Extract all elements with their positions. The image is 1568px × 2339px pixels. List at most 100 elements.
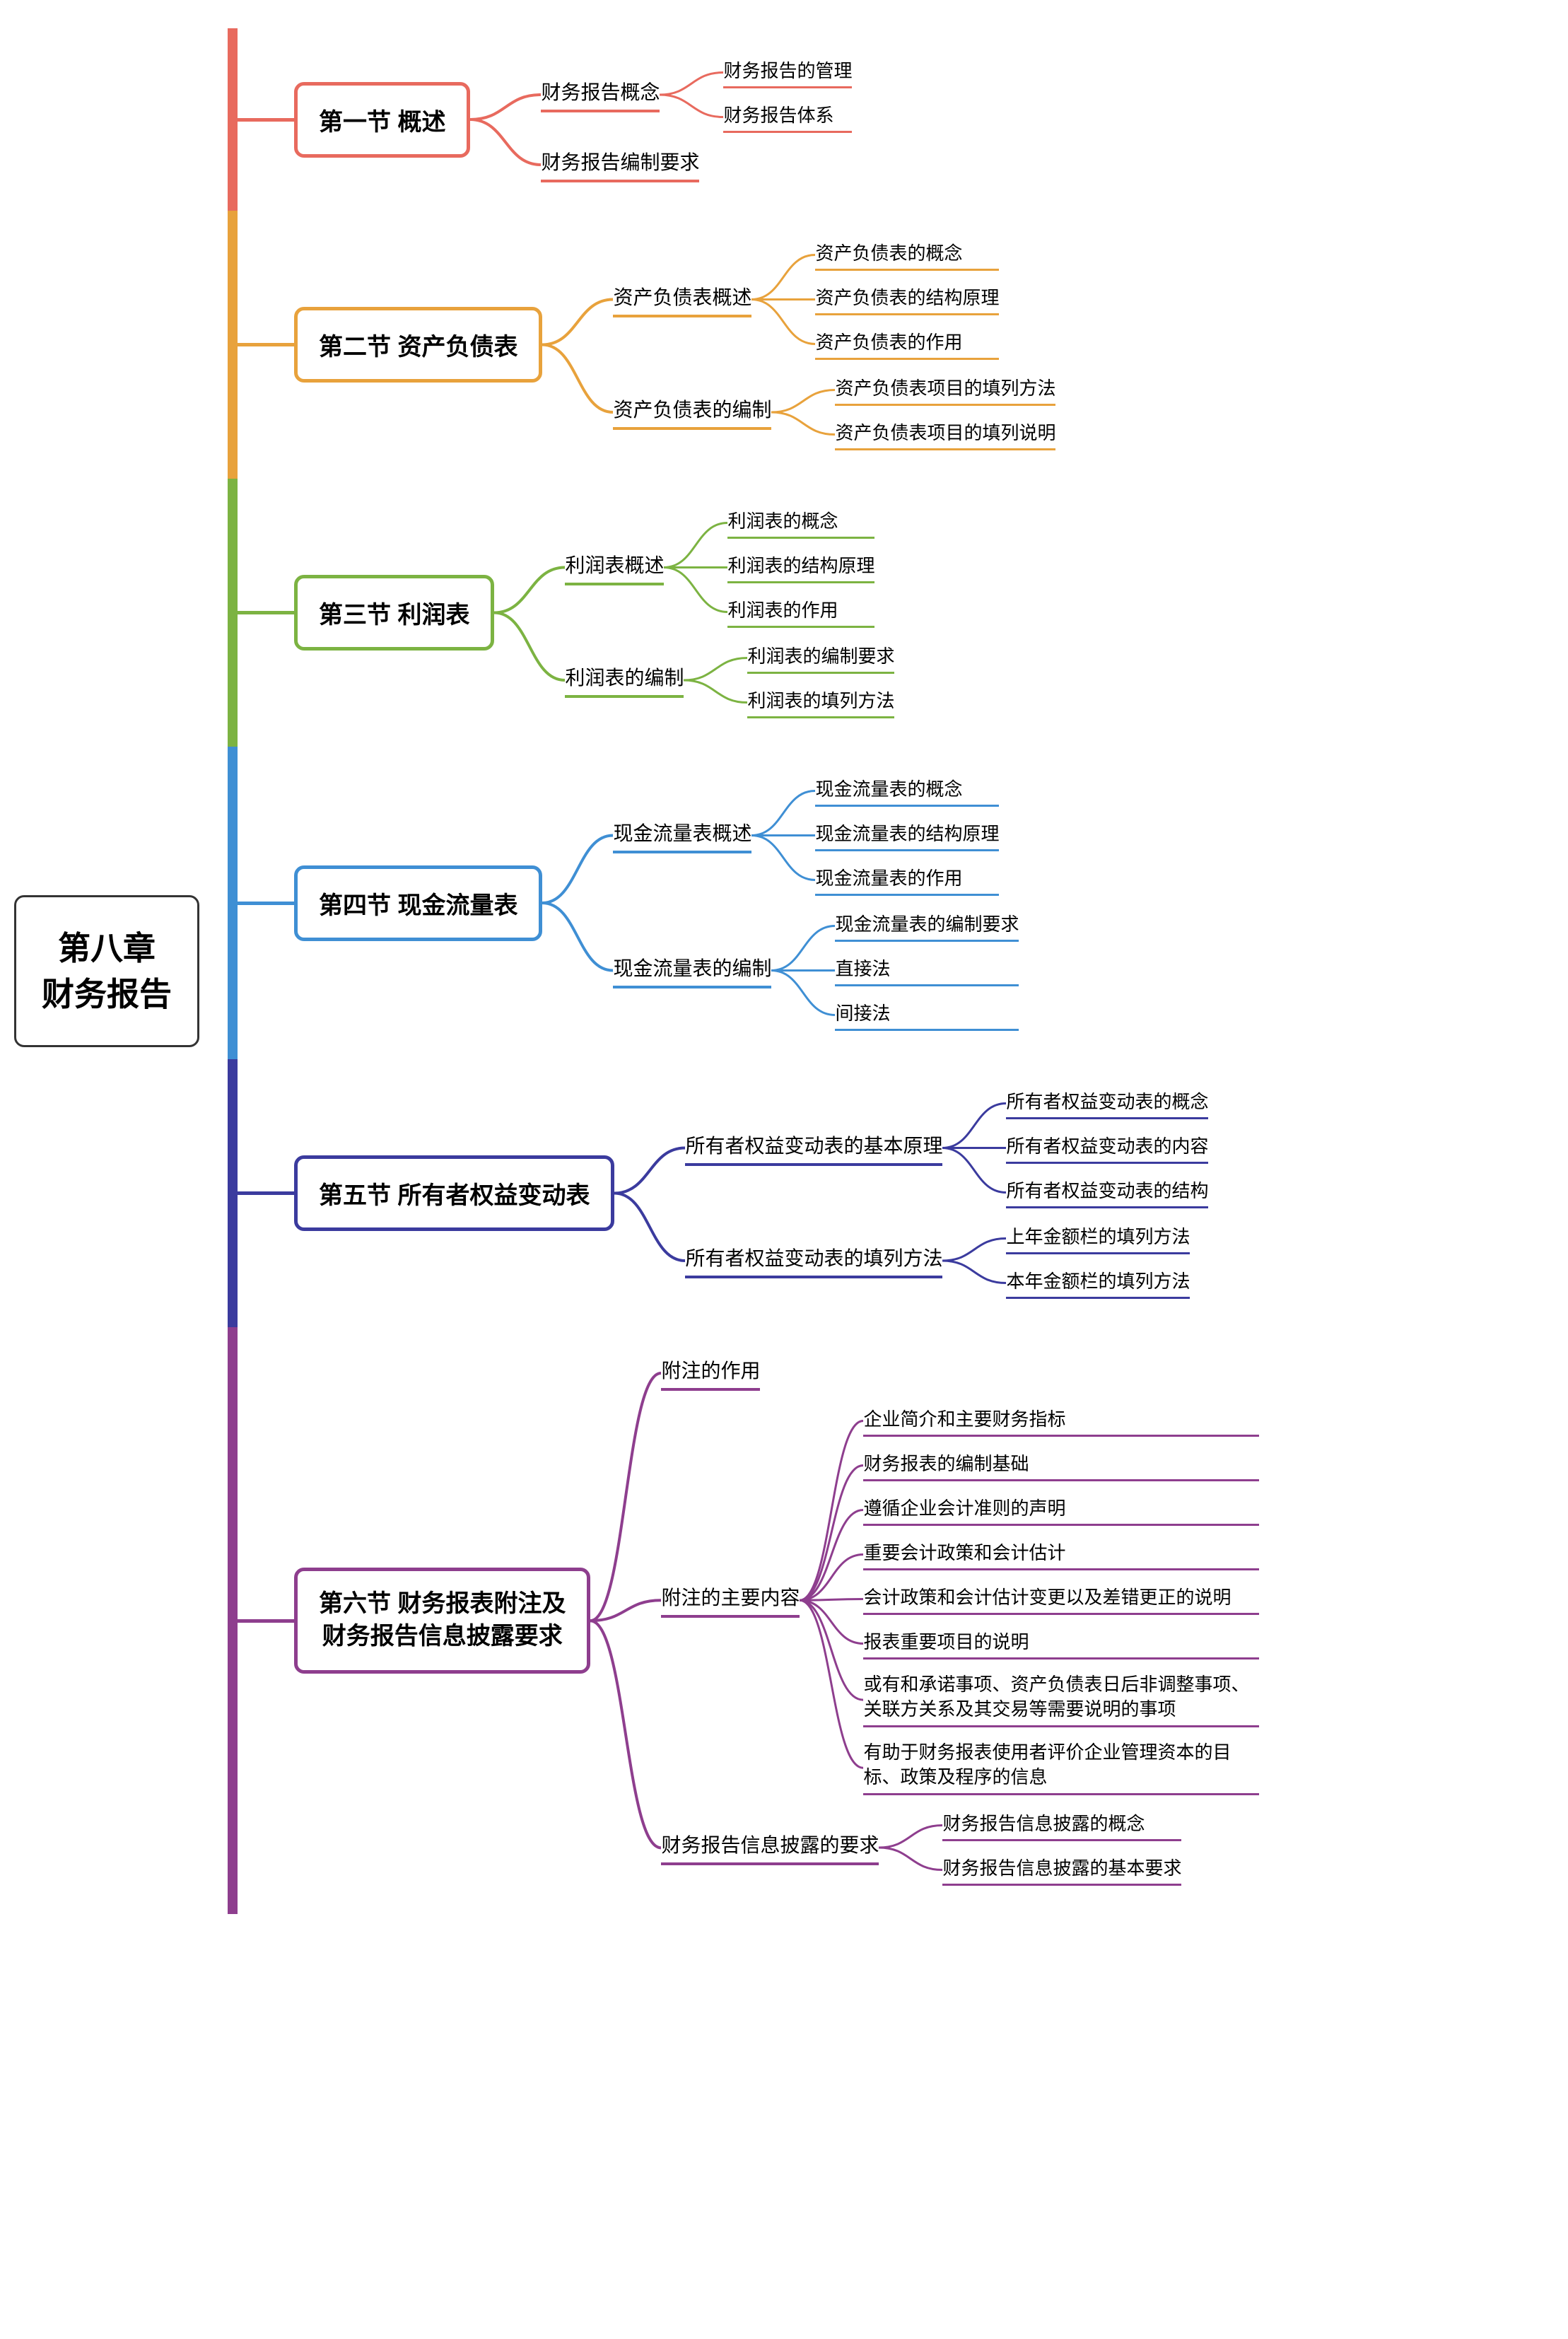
branch-fork — [660, 57, 723, 133]
l3-node[interactable]: 财务报告体系 — [723, 101, 852, 133]
l3-children: 资产负债表项目的填列方法资产负债表项目的填列说明 — [835, 374, 1055, 450]
l3-children: 所有者权益变动表的概念所有者权益变动表的内容所有者权益变动表的结构 — [1006, 1087, 1208, 1208]
l2-row: 资产负债表的编制 资产负债表项目的填列方法资产负债表项目的填列说明 — [613, 374, 1554, 450]
l3-node[interactable]: 所有者权益变动表的结构 — [1006, 1177, 1208, 1208]
branch-fork — [942, 1223, 1006, 1299]
l3-node[interactable]: 间接法 — [835, 999, 1019, 1031]
l2-node[interactable]: 财务报告编制要求 — [541, 147, 699, 182]
section-connector — [238, 902, 294, 905]
l3-children: 利润表的编制要求利润表的填列方法 — [747, 642, 894, 718]
l3-node[interactable]: 资产负债表的结构原理 — [815, 284, 999, 315]
l2-node[interactable]: 现金流量表的编制 — [613, 953, 771, 988]
l3-node[interactable]: 或有和承诺事项、资产负债表日后非调整事项、关联方关系及其交易等需要说明的事项 — [863, 1672, 1259, 1727]
section-node[interactable]: 第六节 财务报表附注及财务报告信息披露要求 — [294, 1568, 590, 1674]
l3-node[interactable]: 利润表的概念 — [727, 507, 874, 539]
l3-children: 上年金额栏的填列方法本年金额栏的填列方法 — [1006, 1223, 1190, 1299]
l2-row: 财务报告概念 财务报告的管理财务报告体系 — [541, 57, 1554, 133]
l3-node[interactable]: 利润表的结构原理 — [727, 552, 874, 583]
branch-fork — [751, 239, 815, 360]
sections-container: 第一节 概述 财务报告概念 财务报告的管理财务报告体系财务报告编制要求第二节 资产负… — [238, 28, 1554, 1914]
l3-node[interactable]: 财务报告信息披露的基本要求 — [942, 1854, 1181, 1886]
l3-children: 财务报告信息披露的概念财务报告信息披露的基本要求 — [942, 1809, 1181, 1886]
l3-node[interactable]: 资产负债表的概念 — [815, 239, 999, 271]
l2-node[interactable]: 附注的主要内容 — [661, 1582, 800, 1618]
l3-node[interactable]: 现金流量表的编制要求 — [835, 910, 1019, 942]
branch-fork — [470, 57, 541, 182]
branch-fork — [542, 239, 613, 450]
root-node[interactable]: 第八章 财务报告 — [14, 895, 199, 1047]
trunk-segment — [228, 28, 238, 211]
l3-node[interactable]: 财务报表的编制基础 — [863, 1450, 1259, 1481]
l2-node[interactable]: 所有者权益变动表的填列方法 — [685, 1243, 942, 1278]
root-line-1: 第八章 — [42, 926, 172, 971]
trunk-segment — [228, 747, 238, 1059]
section-node[interactable]: 第五节 所有者权益变动表 — [294, 1155, 614, 1231]
l3-node[interactable]: 上年金额栏的填列方法 — [1006, 1223, 1190, 1254]
l2-node[interactable]: 所有者权益变动表的基本原理 — [685, 1131, 942, 1166]
l2-node[interactable]: 附注的作用 — [661, 1355, 760, 1391]
section-title-line: 第六节 财务报表附注及 — [319, 1588, 566, 1621]
l3-node[interactable]: 遵循企业会计准则的声明 — [863, 1494, 1259, 1526]
l2-node[interactable]: 财务报告概念 — [541, 77, 660, 112]
root-line-2: 财务报告 — [42, 972, 172, 1017]
section-node[interactable]: 第一节 概述 — [294, 82, 470, 158]
section-connector — [238, 343, 294, 346]
section: 第二节 资产负债表资产负债表概述资产负债表的概念资产负债表的结构原理资产负债表的… — [238, 211, 1554, 479]
section-node[interactable]: 第三节 利润表 — [294, 575, 494, 651]
l3-node[interactable]: 现金流量表的概念 — [815, 775, 999, 807]
l3-children: 企业简介和主要财务指标财务报表的编制基础遵循企业会计准则的声明重要会计政策和会计… — [863, 1405, 1259, 1795]
branch-fork — [494, 507, 565, 718]
l3-node[interactable]: 利润表的作用 — [727, 596, 874, 628]
trunk-segment — [228, 1059, 238, 1327]
section-node[interactable]: 第四节 现金流量表 — [294, 865, 542, 941]
l2-row: 附注的作用 — [661, 1355, 1554, 1391]
l3-children: 现金流量表的概念现金流量表的结构原理现金流量表的作用 — [815, 775, 999, 896]
trunk-segment — [228, 479, 238, 747]
l3-node[interactable]: 所有者权益变动表的内容 — [1006, 1132, 1208, 1164]
l2-node[interactable]: 资产负债表的编制 — [613, 395, 771, 430]
l2-children: 资产负债表概述 资产负债表的概念资产负债表的结构原理资产负债表的作用资产负债表的编… — [613, 239, 1554, 450]
l2-node[interactable]: 现金流量表概述 — [613, 818, 751, 853]
l3-node[interactable]: 资产负债表的作用 — [815, 328, 999, 360]
l3-node[interactable]: 利润表的编制要求 — [747, 642, 894, 674]
l3-node[interactable]: 现金流量表的作用 — [815, 864, 999, 896]
l3-node[interactable]: 资产负债表项目的填列方法 — [835, 374, 1055, 406]
l2-node[interactable]: 资产负债表概述 — [613, 282, 751, 317]
l3-node[interactable]: 现金流量表的结构原理 — [815, 819, 999, 851]
branch-fork — [542, 775, 613, 1031]
l3-node[interactable]: 所有者权益变动表的概念 — [1006, 1087, 1208, 1119]
section: 第六节 财务报表附注及财务报告信息披露要求 附注的作用附注的主要内容 企业简介和主要… — [238, 1327, 1554, 1914]
l3-children: 现金流量表的编制要求直接法间接法 — [835, 910, 1019, 1031]
l2-children: 利润表概述 利润表的概念利润表的结构原理利润表的作用利润表的编制 利润表的编制要求利… — [565, 507, 1554, 718]
l3-node[interactable]: 有助于财务报表使用者评价企业管理资本的目标、政策及程序的信息 — [863, 1740, 1259, 1795]
l3-node[interactable]: 利润表的填列方法 — [747, 687, 894, 718]
l2-children: 附注的作用附注的主要内容 企业简介和主要财务指标财务报表的编制基础遵循企业会计准则… — [661, 1355, 1554, 1886]
l3-node[interactable]: 本年金额栏的填列方法 — [1006, 1267, 1190, 1299]
l2-row: 所有者权益变动表的填列方法 上年金额栏的填列方法本年金额栏的填列方法 — [685, 1223, 1554, 1299]
branch-fork — [684, 642, 747, 718]
branch-fork — [751, 775, 815, 896]
l2-node[interactable]: 财务报告信息披露的要求 — [661, 1830, 879, 1865]
branch-fork — [590, 1355, 661, 1886]
l2-children: 所有者权益变动表的基本原理所有者权益变动表的概念所有者权益变动表的内容所有者权益… — [685, 1087, 1554, 1299]
l3-node[interactable]: 企业简介和主要财务指标 — [863, 1405, 1259, 1437]
section-title-line: 第四节 现金流量表 — [319, 886, 517, 921]
l3-node[interactable]: 重要会计政策和会计估计 — [863, 1539, 1259, 1570]
l2-row: 资产负债表概述 资产负债表的概念资产负债表的结构原理资产负债表的作用 — [613, 239, 1554, 360]
section: 第四节 现金流量表现金流量表概述现金流量表的概念现金流量表的结构原理现金流量表的… — [238, 747, 1554, 1059]
branch-fork — [664, 507, 727, 628]
l3-node[interactable]: 直接法 — [835, 955, 1019, 986]
l3-node[interactable]: 会计政策和会计估计变更以及差错更正的说明 — [863, 1583, 1259, 1615]
section: 第一节 概述 财务报告概念 财务报告的管理财务报告体系财务报告编制要求 — [238, 28, 1554, 211]
branch-fork — [800, 1405, 863, 1795]
section: 第三节 利润表利润表概述利润表的概念利润表的结构原理利润表的作用利润表的编制利润… — [238, 479, 1554, 747]
l3-node[interactable]: 资产负债表项目的填列说明 — [835, 419, 1055, 450]
branch-fork — [771, 910, 835, 1031]
l3-node[interactable]: 报表重要项目的说明 — [863, 1628, 1259, 1660]
l2-node[interactable]: 利润表概述 — [565, 550, 664, 585]
section-node[interactable]: 第二节 资产负债表 — [294, 307, 542, 383]
l3-node[interactable]: 财务报告信息披露的概念 — [942, 1809, 1181, 1841]
l3-node[interactable]: 财务报告的管理 — [723, 57, 852, 88]
l2-node[interactable]: 利润表的编制 — [565, 663, 684, 698]
trunk-segment — [228, 211, 238, 479]
